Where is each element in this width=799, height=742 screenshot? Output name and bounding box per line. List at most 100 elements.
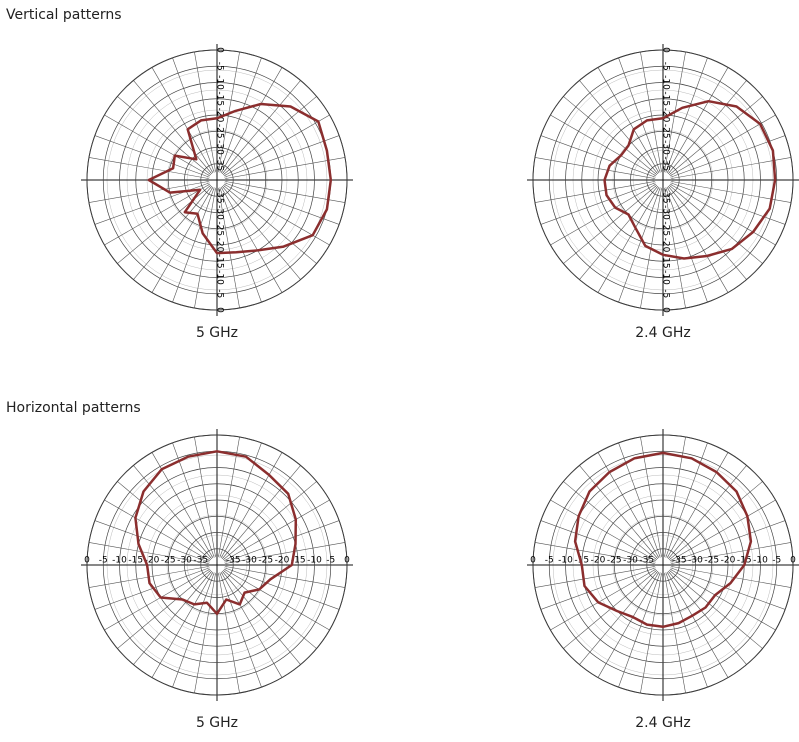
spoke [668, 96, 763, 176]
spoke [534, 157, 656, 179]
spoke [664, 187, 686, 309]
grid-ring [630, 532, 696, 598]
spoke [218, 572, 240, 694]
grid-ring [200, 163, 234, 197]
spoke [94, 520, 210, 563]
spoke [220, 67, 283, 174]
r-tick-label: -35 [215, 156, 225, 171]
spoke [540, 520, 656, 563]
r-tick-label: -20 [275, 556, 290, 566]
spoke [194, 572, 216, 694]
spoke [618, 187, 661, 303]
pattern-line [603, 99, 777, 260]
spoke [579, 185, 659, 280]
chart-caption: 2.4 GHz [635, 715, 690, 731]
spoke [222, 569, 317, 649]
grid-ring [119, 82, 315, 278]
grid-ring [167, 130, 267, 230]
r-tick-label: -30 [242, 556, 257, 566]
grid-ring [532, 434, 794, 696]
r-tick-label: -25 [661, 124, 671, 139]
r-tick-label: 0 [530, 556, 536, 566]
grid-ring [135, 98, 299, 262]
spoke [221, 570, 301, 665]
r-tick-label: -10 [558, 556, 573, 566]
spoke [666, 67, 729, 174]
spoke [665, 187, 708, 303]
grid-ring [565, 82, 761, 278]
spoke [668, 569, 763, 649]
spoke [151, 67, 214, 174]
grid-ring [184, 147, 250, 213]
r-tick-label: -25 [161, 556, 176, 566]
r-tick-label: -25 [704, 556, 719, 566]
spoke [88, 157, 210, 179]
grid-ring [548, 450, 778, 680]
r-tick-label: -5 [661, 62, 671, 71]
spoke [220, 452, 283, 559]
spoke [670, 182, 786, 225]
r-tick-label: -15 [215, 254, 225, 269]
spoke [219, 572, 262, 688]
spoke [172, 57, 215, 173]
spoke [223, 499, 330, 562]
spoke [563, 96, 658, 176]
spoke [224, 567, 340, 610]
spoke [563, 184, 658, 264]
spoke [133, 465, 213, 560]
spoke [218, 51, 240, 173]
r-tick-label: 0 [790, 556, 796, 566]
r-tick-label: -20 [661, 238, 671, 253]
section-heading: Horizontal patterns [6, 400, 141, 416]
spoke [668, 184, 763, 264]
spoke [670, 520, 786, 563]
spoke [219, 442, 262, 558]
spoke [220, 186, 283, 293]
grid-ring [597, 114, 729, 246]
r-tick-label: -15 [661, 254, 671, 269]
r-tick-label: -15 [128, 556, 143, 566]
spoke [670, 566, 792, 588]
grid-ring [581, 98, 745, 262]
r-tick-label: 0 [344, 556, 350, 566]
r-tick-label: -35 [193, 556, 208, 566]
spoke [597, 571, 660, 678]
spoke [133, 185, 213, 280]
r-tick-label: -35 [661, 156, 671, 171]
spoke [534, 566, 656, 588]
grid-ring [532, 49, 794, 311]
spoke [597, 186, 660, 293]
spoke [670, 157, 792, 179]
r-tick-label: -30 [215, 205, 225, 220]
r-tick-label: -35 [215, 189, 225, 204]
spoke [664, 572, 686, 694]
spoke [151, 186, 214, 293]
grid-ring [548, 65, 778, 295]
r-tick-label: -10 [215, 270, 225, 285]
spoke [540, 567, 656, 610]
r-tick-label: 0 [661, 307, 671, 313]
pattern-line [134, 450, 298, 616]
r-tick-label: -15 [737, 556, 752, 566]
spoke [224, 135, 340, 178]
spoke [563, 569, 658, 649]
spoke [550, 114, 657, 177]
r-tick-label: -20 [661, 108, 671, 123]
grid-ring [646, 163, 680, 197]
r-tick-label: -30 [661, 140, 671, 155]
grid-ring [86, 49, 348, 311]
spoke [670, 542, 792, 564]
pattern-line [147, 102, 333, 255]
spoke [219, 57, 262, 173]
spoke [540, 135, 656, 178]
spoke [220, 571, 283, 678]
polar-chart: 00-5-5-10-10-15-15-20-20-25-25-30-30-35-… [81, 44, 353, 341]
r-tick-label: -10 [112, 556, 127, 566]
spoke [94, 567, 210, 610]
r-tick-label: -15 [661, 91, 671, 106]
grid-ring [597, 499, 729, 631]
spoke [224, 157, 346, 179]
r-tick-label: -10 [753, 556, 768, 566]
r-tick-label: -10 [307, 556, 322, 566]
